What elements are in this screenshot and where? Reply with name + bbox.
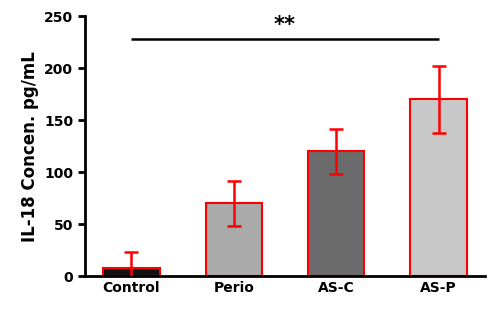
Bar <box>308 151 364 276</box>
Bar <box>410 99 467 276</box>
Bar <box>103 268 160 276</box>
Bar <box>206 203 262 276</box>
Text: **: ** <box>274 15 296 35</box>
Y-axis label: IL-18 Concen. pg/mL: IL-18 Concen. pg/mL <box>20 51 38 242</box>
